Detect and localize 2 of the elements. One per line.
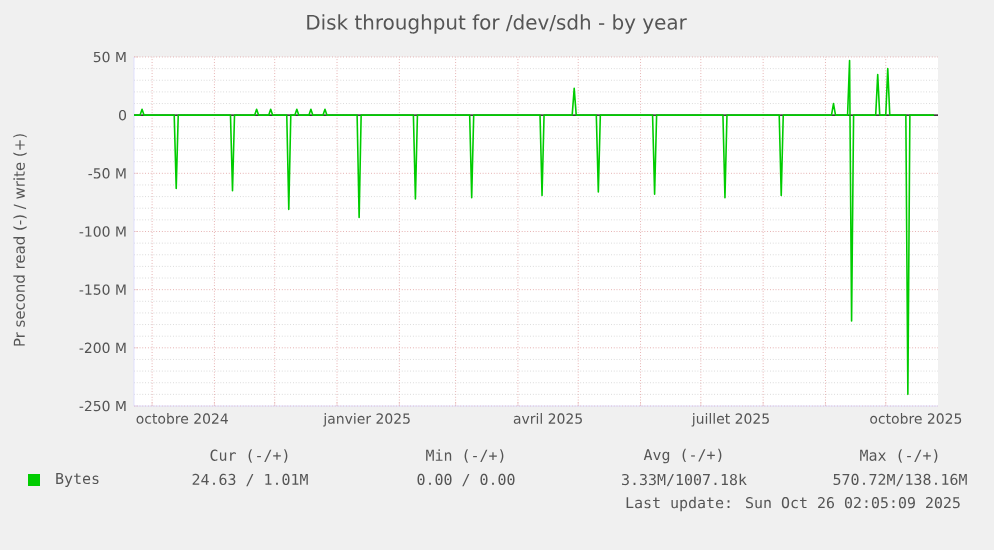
chart-title: Disk throughput for /dev/sdh - by year <box>307 14 687 34</box>
line-series <box>134 59 935 396</box>
